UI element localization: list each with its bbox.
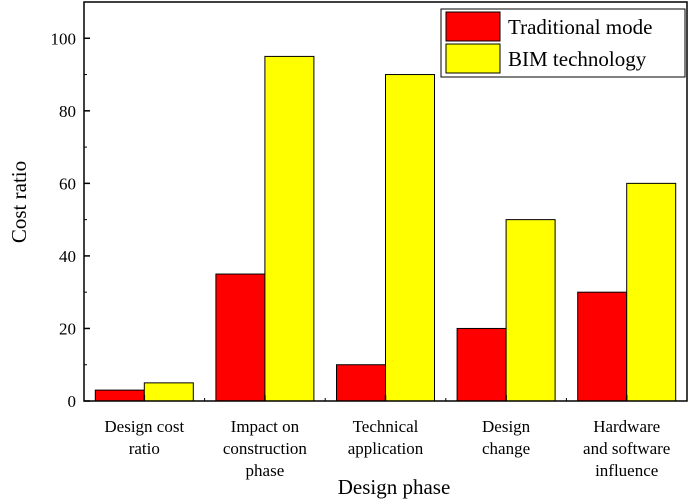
legend: Traditional mode BIM technology — [440, 8, 686, 78]
legend-label-traditional: Traditional mode — [508, 15, 652, 39]
y-tick-label: 100 — [51, 29, 77, 48]
x-tick-label: Design cost ratio — [104, 417, 184, 458]
x-axis: Design cost ratio Impact on construction pha… — [104, 395, 670, 480]
x-tick-label: Hardware and software influence — [583, 417, 670, 480]
bar-bim-technology — [385, 74, 435, 402]
bar-bim-technology — [626, 182, 677, 402]
legend-label-bim: BIM technology — [508, 47, 647, 71]
bar-traditional-mode — [215, 273, 266, 402]
x-tick-label: Design change — [482, 417, 531, 458]
bar-traditional-mode — [456, 327, 507, 402]
y-tick-label: 0 — [68, 392, 77, 411]
bars-group — [94, 55, 677, 402]
bar-traditional-mode — [336, 364, 386, 402]
y-axis-title: Cost ratio — [7, 161, 31, 243]
y-axis: 0 20 40 60 80 100 — [51, 29, 90, 411]
bar-traditional-mode — [94, 389, 145, 402]
x-tick-label: Technical application — [348, 417, 424, 458]
x-axis-title: Design phase — [338, 475, 451, 499]
x-tick-label: Impact on construction phase — [223, 417, 308, 480]
y-tick-label: 20 — [59, 319, 76, 338]
y-tick-label: 60 — [59, 174, 76, 193]
y-tick-label: 80 — [59, 102, 76, 121]
legend-swatch-traditional — [445, 11, 501, 42]
bar-bim-technology — [505, 219, 556, 402]
bar-bim-technology — [264, 55, 315, 402]
bar-traditional-mode — [577, 291, 628, 402]
y-tick-label: 40 — [59, 247, 76, 266]
bar-bim-technology — [143, 382, 194, 402]
legend-swatch-bim — [445, 43, 501, 74]
